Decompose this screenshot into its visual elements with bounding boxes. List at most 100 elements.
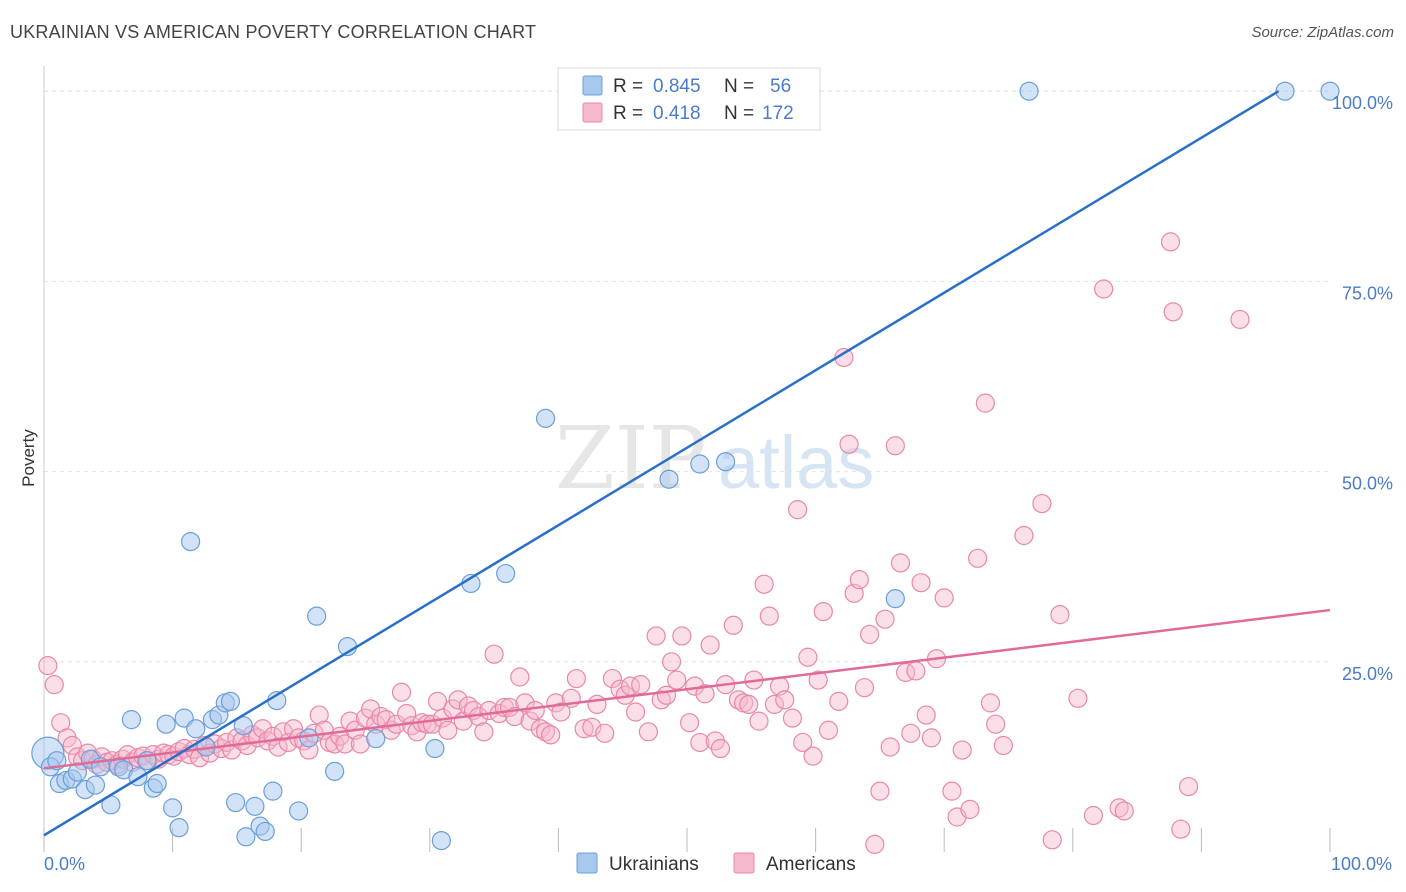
ukrainians-point: [1320, 81, 1340, 101]
ukrainians-point: [186, 719, 206, 739]
americans-point: [885, 436, 905, 456]
americans-r-label: R =: [613, 103, 643, 124]
legend-ukrainians-swatch: [576, 852, 598, 874]
americans-point: [749, 711, 769, 731]
americans-point: [1114, 801, 1134, 821]
americans-point: [754, 574, 774, 594]
americans-point: [880, 737, 900, 757]
americans-point: [656, 685, 677, 705]
americans-point: [782, 708, 803, 728]
americans-point: [371, 706, 391, 727]
americans-point: [1050, 605, 1070, 625]
americans-trend-line: [43, 608, 1331, 770]
americans-point: [952, 740, 972, 760]
americans-point: [813, 601, 833, 622]
americans-point: [1094, 279, 1114, 299]
ukrainians-n-value: 56: [770, 76, 791, 97]
ukrainians-point: [1275, 81, 1295, 101]
americans-point: [646, 626, 666, 646]
americans-point: [566, 668, 587, 689]
ukrainians-point: [1019, 81, 1039, 101]
americans-point: [1171, 819, 1191, 839]
americans-n-label: N =: [724, 103, 754, 124]
ukrainians-point: [289, 801, 309, 821]
americans-point: [690, 732, 710, 753]
americans-r-value: 0.418: [653, 103, 701, 124]
americans-point: [1109, 798, 1129, 818]
stats-legend: R = 0.845 N = 56 R = 0.418 N = 172: [557, 67, 821, 131]
americans-point: [808, 670, 828, 690]
americans-point: [860, 624, 880, 645]
americans-point: [1163, 302, 1183, 322]
axes: [43, 66, 1331, 852]
americans-point: [672, 626, 692, 646]
y-tick-label: 75.0%: [1342, 283, 1393, 303]
ukrainians-point: [255, 821, 275, 842]
ukrainians-point: [535, 408, 556, 428]
americans-point: [942, 781, 962, 801]
trend-lines: [43, 90, 1331, 837]
ukrainians-point: [307, 606, 327, 626]
americans-point: [62, 735, 82, 756]
y-tick-label: 50.0%: [1342, 474, 1393, 494]
americans-point: [679, 713, 700, 733]
americans-point: [849, 570, 869, 590]
americans-point: [865, 834, 885, 854]
americans-point: [986, 714, 1006, 734]
americans-point: [710, 738, 731, 759]
americans-point: [510, 667, 530, 687]
americans-point: [723, 615, 743, 635]
americans-point: [890, 553, 911, 573]
americans-n-value: 172: [762, 103, 794, 124]
series-legend: Ukrainians Americans: [576, 852, 856, 875]
ukrainians-point: [156, 714, 176, 734]
americans-point: [1083, 805, 1103, 826]
ukrainians-r-label: R =: [613, 76, 643, 97]
americans-point: [638, 722, 659, 742]
americans-point: [906, 661, 926, 681]
tick-labels: 0.0% 100.0% 25.0% 50.0% 75.0% 100.0%: [44, 93, 1393, 874]
ukrainians-point: [299, 728, 319, 748]
americans-point: [253, 719, 273, 739]
americans-point: [911, 573, 931, 593]
americans-point: [829, 691, 849, 711]
americans-point: [1032, 493, 1052, 514]
americans-point: [803, 746, 823, 766]
americans-point: [960, 799, 980, 819]
americans-point: [587, 694, 607, 715]
ukrainians-point: [325, 761, 345, 781]
ukrainians-point: [885, 589, 905, 609]
americans-point: [448, 690, 468, 710]
ukrainians-point: [181, 531, 201, 552]
legend-americans-label: Americans: [766, 854, 856, 875]
americans-point: [1014, 525, 1034, 546]
americans-point: [1042, 830, 1062, 850]
americans-point: [602, 668, 623, 689]
americans-point: [854, 678, 875, 698]
americans-point: [625, 702, 646, 722]
americans-point: [1068, 688, 1088, 708]
americans-swatch: [582, 102, 603, 123]
americans-point: [335, 734, 355, 754]
americans-point: [574, 719, 594, 739]
americans-point: [438, 720, 458, 740]
americans-point: [1230, 309, 1250, 330]
americans-point: [391, 682, 412, 702]
ukrainians-point: [366, 729, 386, 749]
americans-point: [700, 635, 720, 655]
americans-point: [916, 705, 936, 725]
americans-point: [728, 690, 749, 710]
ukrainians-point: [163, 798, 183, 818]
ukrainians-r-value: 0.845: [653, 76, 701, 97]
americans-point: [739, 694, 759, 715]
ukrainians-point: [263, 781, 283, 801]
americans-point: [968, 548, 988, 568]
americans-point: [551, 702, 571, 722]
ukrainians-point: [226, 792, 246, 813]
ukrainians-point: [233, 716, 253, 736]
y-tick-label: 25.0%: [1342, 664, 1393, 684]
americans-point: [484, 644, 504, 664]
americans-point: [667, 670, 687, 690]
ukrainians-swatch: [582, 75, 603, 96]
